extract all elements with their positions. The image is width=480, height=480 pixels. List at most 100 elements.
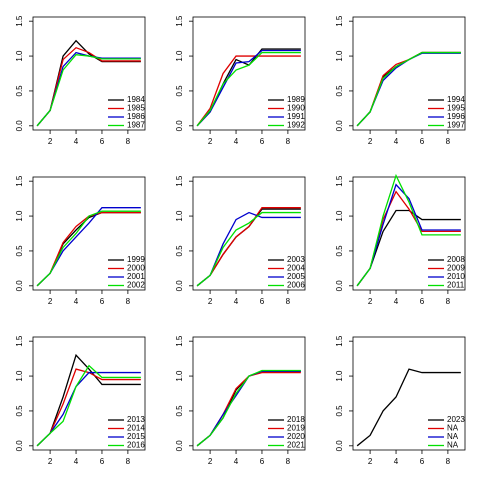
y-tick-label: 0.0 — [335, 280, 344, 292]
x-tick-label: 6 — [100, 297, 105, 306]
series-line — [356, 190, 461, 287]
legend-label: 2015 — [127, 432, 145, 441]
series-line — [356, 51, 461, 127]
series-line — [196, 211, 301, 287]
series-line — [36, 207, 141, 287]
x-tick-label: 2 — [48, 137, 53, 146]
plot-box — [352, 176, 466, 291]
y-tick-label: 0.0 — [15, 440, 24, 452]
y-tick-label: 0.5 — [15, 245, 24, 257]
legend-label: 2021 — [287, 441, 305, 450]
legend-label: 1995 — [447, 104, 465, 113]
series-line — [356, 209, 461, 287]
series-line — [36, 368, 141, 447]
legend-label: NA — [447, 441, 459, 450]
y-tick-label: 0.0 — [15, 120, 24, 132]
y-tick-label: 1.5 — [15, 175, 24, 187]
y-tick-label: 1.0 — [15, 370, 24, 382]
y-tick-label: 1.5 — [175, 15, 184, 27]
series-line — [196, 55, 301, 127]
legend-label: 1991 — [287, 112, 305, 121]
series-line — [356, 51, 461, 127]
series-line — [36, 371, 141, 447]
series-line — [196, 369, 301, 447]
x-tick-label: 8 — [446, 297, 451, 306]
plot-box — [352, 336, 466, 451]
series-line — [196, 51, 301, 127]
plot-box — [192, 176, 306, 291]
x-tick-label: 6 — [100, 457, 105, 466]
plot-box — [192, 16, 306, 131]
x-tick-label: 8 — [286, 297, 291, 306]
legend-label: 1997 — [447, 121, 465, 130]
y-tick-label: 0.5 — [335, 85, 344, 97]
y-tick-label: 0.5 — [15, 85, 24, 97]
x-tick-label: 8 — [126, 457, 131, 466]
y-tick-label: 1.0 — [335, 50, 344, 62]
y-tick-label: 1.0 — [175, 370, 184, 382]
series-line — [196, 370, 301, 447]
y-tick-label: 1.5 — [15, 335, 24, 347]
series-line — [36, 353, 141, 447]
legend-label: 1994 — [447, 95, 465, 104]
x-tick-label: 8 — [126, 137, 131, 146]
plot-box — [32, 336, 146, 451]
y-tick-label: 0.0 — [335, 440, 344, 452]
y-tick-label: 0.0 — [175, 120, 184, 132]
legend-label: 1987 — [127, 121, 145, 130]
series-line — [196, 208, 301, 287]
x-tick-label: 4 — [234, 137, 239, 146]
x-tick-label: 4 — [234, 297, 239, 306]
y-tick-label: 0.5 — [175, 85, 184, 97]
x-tick-label: 2 — [368, 137, 373, 146]
y-tick-label: 1.5 — [335, 175, 344, 187]
x-tick-label: 2 — [208, 457, 213, 466]
series-line — [196, 370, 301, 447]
plot-box — [352, 16, 466, 131]
x-tick-label: 4 — [74, 297, 79, 306]
x-tick-label: 6 — [260, 297, 265, 306]
x-tick-label: 4 — [394, 297, 399, 306]
x-tick-label: 6 — [100, 137, 105, 146]
legend-label: 2016 — [127, 441, 145, 450]
x-tick-label: 2 — [48, 457, 53, 466]
legend-label: 2023 — [447, 415, 465, 424]
series-line — [196, 48, 301, 127]
x-tick-label: 2 — [368, 297, 373, 306]
y-tick-label: 1.5 — [335, 15, 344, 27]
series-line — [36, 46, 141, 127]
x-tick-label: 2 — [368, 457, 373, 466]
x-tick-label: 6 — [260, 137, 265, 146]
series-line — [356, 173, 461, 287]
x-tick-label: 4 — [234, 457, 239, 466]
legend-label: 1992 — [287, 121, 305, 130]
x-tick-label: 8 — [446, 457, 451, 466]
y-tick-label: 1.0 — [175, 50, 184, 62]
y-tick-label: 0.0 — [175, 440, 184, 452]
legend-label: 2000 — [127, 264, 145, 273]
y-tick-label: 0.5 — [335, 405, 344, 417]
legend-label: 2009 — [447, 264, 465, 273]
legend-label: NA — [447, 432, 459, 441]
series-line — [196, 49, 301, 127]
legend-label: 2004 — [287, 264, 305, 273]
x-tick-label: 6 — [420, 137, 425, 146]
legend-label: 2008 — [447, 255, 465, 264]
legend-label: 2003 — [287, 255, 305, 264]
y-tick-label: 1.5 — [175, 335, 184, 347]
x-tick-label: 8 — [126, 297, 131, 306]
legend-label: 1984 — [127, 95, 145, 104]
x-tick-label: 4 — [74, 457, 79, 466]
x-tick-label: 8 — [446, 137, 451, 146]
x-tick-label: 2 — [208, 137, 213, 146]
legend-label: 2020 — [287, 432, 305, 441]
y-tick-label: 1.0 — [175, 210, 184, 222]
y-tick-label: 1.0 — [335, 210, 344, 222]
legend-label: 1999 — [127, 255, 145, 264]
series-line — [356, 51, 461, 127]
y-tick-label: 0.0 — [15, 280, 24, 292]
y-tick-label: 1.0 — [335, 370, 344, 382]
x-tick-label: 2 — [208, 297, 213, 306]
x-tick-label: 6 — [260, 457, 265, 466]
